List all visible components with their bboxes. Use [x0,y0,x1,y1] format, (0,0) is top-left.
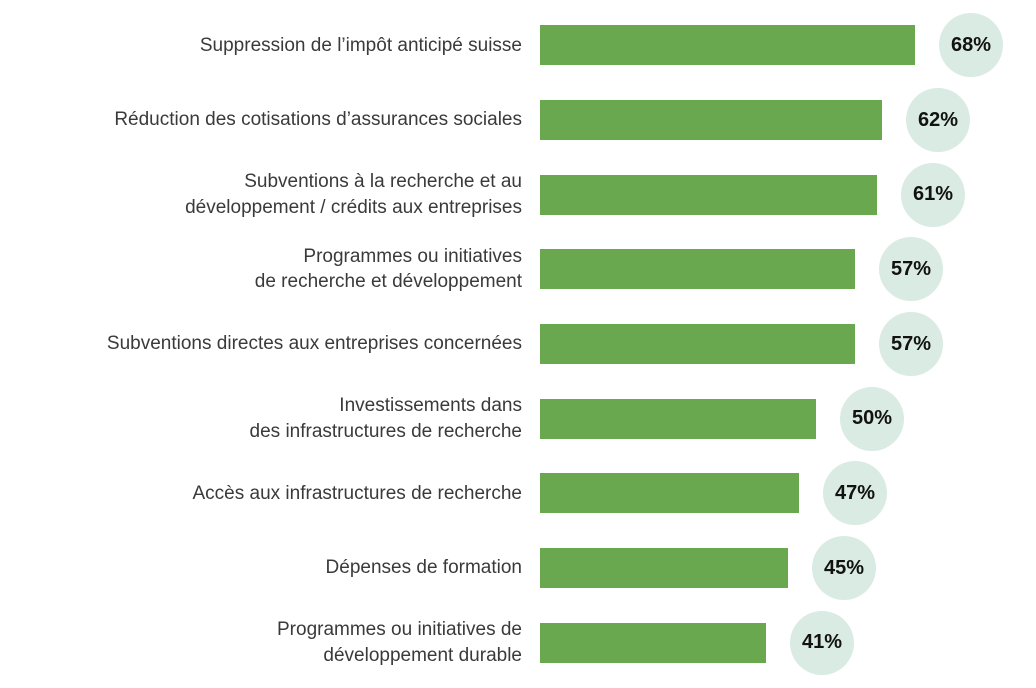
value-badge: 41% [790,610,854,675]
category-label: Subventions à la recherche et au dévelop… [185,171,522,218]
value-badge: 45% [812,536,876,601]
bar-track: 41% [540,610,1036,675]
bar-row: Subventions à la recherche et au dévelop… [0,157,1036,232]
bar [540,25,915,66]
bar [540,473,799,514]
bar [540,398,816,439]
bar-row: Suppression de l’impôt anticipé suisse 68… [0,8,1036,83]
bar [540,174,877,215]
bar [540,324,855,365]
bar [540,622,766,663]
category-label: Réduction des cotisations d’assurances s… [114,109,522,131]
bar-track: 50% [540,386,1036,451]
value-badge: 61% [901,162,965,227]
category-label: Subventions directes aux entreprises con… [106,333,522,355]
category-label: Accès aux infrastructures de recherche [192,482,523,504]
bar-row: Accès aux infrastructures de recherche 47… [0,456,1036,531]
bar-track: 62% [540,88,1036,152]
bar-track: 61% [540,162,1036,227]
bar-row: Dépenses de formation 45% [0,531,1036,606]
category-label: Suppression de l’impôt anticipé suisse [199,34,522,56]
category-label: Investissements dans des infrastructures… [249,395,522,442]
value-badge: 62% [906,88,970,152]
category-label: Programmes ou initiatives de recherche e… [254,245,522,293]
bar-row: Investissements dans des infrastructures… [0,381,1036,456]
value-badge: 57% [879,237,943,302]
category-label: Dépenses de formation [325,557,522,579]
bar-track: 47% [540,461,1036,526]
bar-row: Programmes ou initiatives de recherche e… [0,232,1036,307]
bar-track: 68% [540,13,1036,78]
category-label: Programmes ou initiatives de développeme… [277,619,522,666]
bar [540,548,788,589]
value-badge: 57% [879,312,943,377]
bar [540,249,855,290]
bar-track: 57% [540,312,1036,377]
bar-row: Subventions directes aux entreprises con… [0,307,1036,382]
value-badge: 68% [939,13,1003,78]
bar-track: 57% [540,237,1036,302]
value-badge: 47% [823,461,887,526]
bar [540,100,882,140]
bar-track: 45% [540,536,1036,601]
bar-row: Programmes ou initiatives de développeme… [0,605,1036,680]
bar-row: Réduction des cotisations d’assurances s… [0,83,1036,158]
value-badge: 50% [840,386,904,451]
